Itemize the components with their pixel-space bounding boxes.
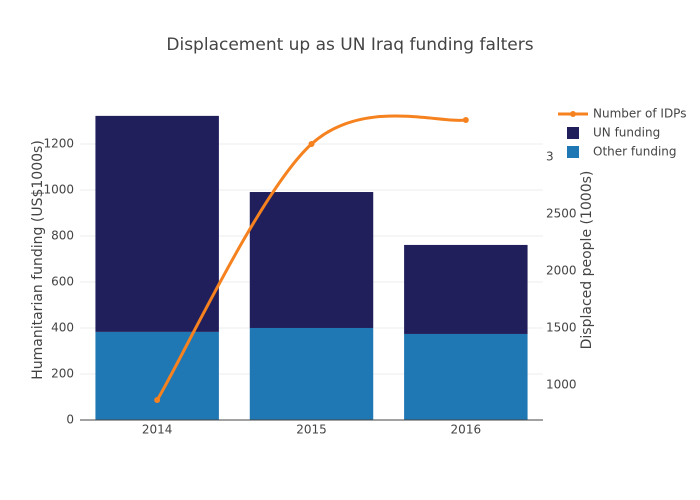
y-tick-label: 800 <box>51 228 74 242</box>
legend-label: Number of IDPs <box>593 107 686 121</box>
y-tick-label: 600 <box>51 274 74 288</box>
bar <box>249 192 374 328</box>
y2-tick-label: 1000 <box>546 378 577 392</box>
bar <box>249 327 374 420</box>
x-tick-label: 2014 <box>142 423 173 437</box>
y2-tick-label: 1500 <box>546 321 577 335</box>
x-tick-label: 2015 <box>296 423 327 437</box>
y-tick-label: 1000 <box>43 182 74 196</box>
line <box>155 114 467 401</box>
y-tick-label: 400 <box>51 320 74 334</box>
legend-swatch <box>567 127 579 139</box>
bar <box>95 331 219 420</box>
y2-axis-title: Displaced people (1000s) <box>579 171 595 350</box>
y2-tick-label: 2000 <box>546 264 577 278</box>
legend-swatch <box>570 111 576 117</box>
line-point <box>462 116 469 123</box>
x-tick-label: 2016 <box>451 423 482 437</box>
legend-swatch <box>567 146 579 158</box>
line-point <box>154 397 161 404</box>
bar <box>95 115 219 332</box>
y-axis-title: Humanitarian funding (US$1000s) <box>30 140 46 380</box>
legend-label: UN funding <box>593 126 660 140</box>
bar <box>404 244 528 334</box>
y2-tick-label: 2500 <box>546 207 577 221</box>
chart-title: Displacement up as UN Iraq funding falte… <box>166 35 533 55</box>
line-point <box>308 141 315 148</box>
legend-label: Other funding <box>593 145 677 159</box>
y-tick-label: 1200 <box>43 136 74 150</box>
y-tick-label: 200 <box>51 366 74 380</box>
y2-tick-label: 3 <box>546 150 554 164</box>
y-tick-label: 0 <box>66 413 74 427</box>
bar <box>404 333 528 420</box>
